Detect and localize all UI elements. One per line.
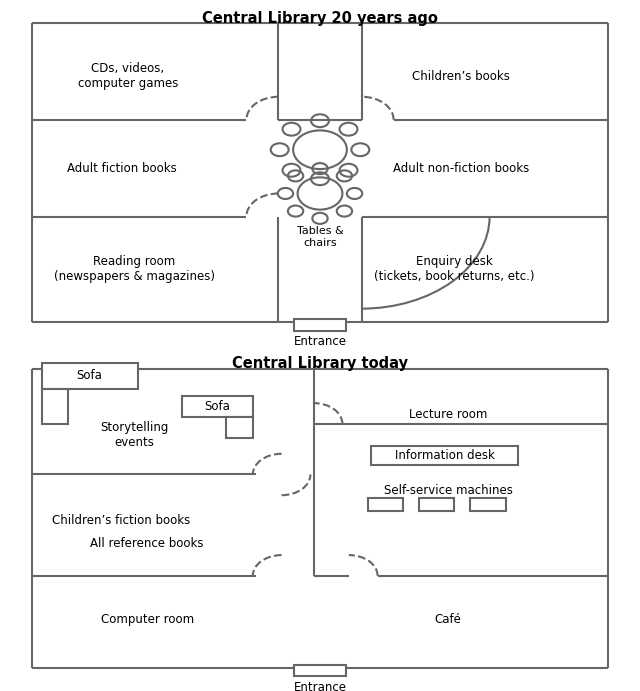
Text: Children’s books: Children’s books	[412, 70, 509, 82]
Text: Sofa: Sofa	[205, 400, 230, 413]
Bar	[226, 417, 253, 437]
Text: Children’s fiction books: Children’s fiction books	[52, 514, 191, 527]
Text: Self-service machines: Self-service machines	[383, 484, 513, 497]
Bar	[419, 498, 454, 511]
Bar	[294, 665, 346, 676]
Text: CDs, videos,
computer games: CDs, videos, computer games	[78, 62, 178, 90]
Text: Enquiry desk
(tickets, book returns, etc.): Enquiry desk (tickets, book returns, etc…	[374, 256, 534, 283]
Bar	[470, 498, 506, 511]
Text: Information desk: Information desk	[395, 449, 495, 462]
Text: Adult non-fiction books: Adult non-fiction books	[393, 162, 529, 175]
Text: Computer room: Computer room	[100, 613, 194, 626]
Text: Storytelling
events: Storytelling events	[100, 422, 168, 449]
Text: Central Library today: Central Library today	[232, 357, 408, 372]
Text: All reference books: All reference books	[90, 537, 204, 550]
Text: Adult fiction books: Adult fiction books	[393, 447, 503, 460]
Text: Central Library 20 years ago: Central Library 20 years ago	[202, 11, 438, 26]
Bar	[42, 389, 68, 424]
Text: Tables &
chairs: Tables & chairs	[296, 227, 344, 248]
Bar	[182, 396, 253, 417]
Bar	[371, 446, 518, 465]
Text: Entrance: Entrance	[294, 681, 346, 691]
Bar	[42, 363, 138, 389]
Text: Reading room
(newspapers & magazines): Reading room (newspapers & magazines)	[54, 256, 215, 283]
Text: Café: Café	[435, 613, 461, 626]
Text: Adult fiction books: Adult fiction books	[67, 162, 177, 175]
Bar	[368, 498, 403, 511]
Text: Lecture room: Lecture room	[409, 408, 487, 421]
Bar	[294, 319, 346, 331]
Text: Sofa: Sofa	[77, 369, 102, 382]
Text: Entrance: Entrance	[294, 335, 346, 348]
